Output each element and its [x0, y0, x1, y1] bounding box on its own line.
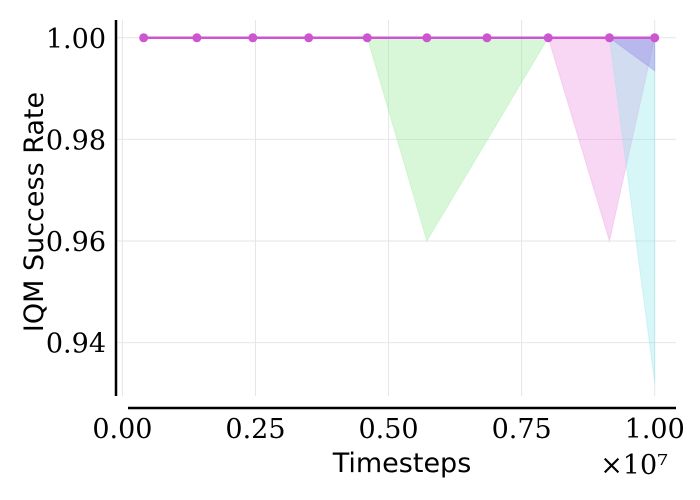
data-point: [192, 33, 202, 43]
x-tick-label: 0.00: [92, 414, 152, 445]
data-point: [604, 33, 614, 43]
y-tick-label: 0.94: [46, 329, 106, 360]
data-point: [422, 33, 432, 43]
x-axis-title: Timesteps: [332, 448, 472, 479]
data-point: [650, 33, 660, 43]
data-point: [482, 33, 492, 43]
y-tick-label: 1.00: [46, 24, 106, 55]
y-tick-label: 0.96: [46, 227, 106, 258]
y-axis-title: IQM Success Rate: [19, 92, 50, 332]
x-tick-labels: 0.00 0.25 0.50 0.75 1.00: [92, 414, 684, 445]
axes: [114, 20, 676, 410]
x-tick-label: 0.50: [358, 414, 418, 445]
confidence-bands: [366, 37, 656, 384]
data-point: [139, 33, 149, 43]
x-tick-label: 0.75: [492, 414, 552, 445]
data-point: [543, 33, 553, 43]
x-tick-label: 0.25: [225, 414, 285, 445]
x-tick-label: 1.00: [625, 414, 685, 445]
data-point: [304, 33, 314, 43]
series-lines: [139, 33, 660, 43]
data-point: [248, 33, 258, 43]
y-tick-labels: 0.94 0.96 0.98 1.00: [46, 24, 106, 360]
data-point: [362, 33, 372, 43]
y-tick-label: 0.98: [46, 125, 106, 156]
x-exponent-label: ×10⁷: [600, 450, 668, 481]
